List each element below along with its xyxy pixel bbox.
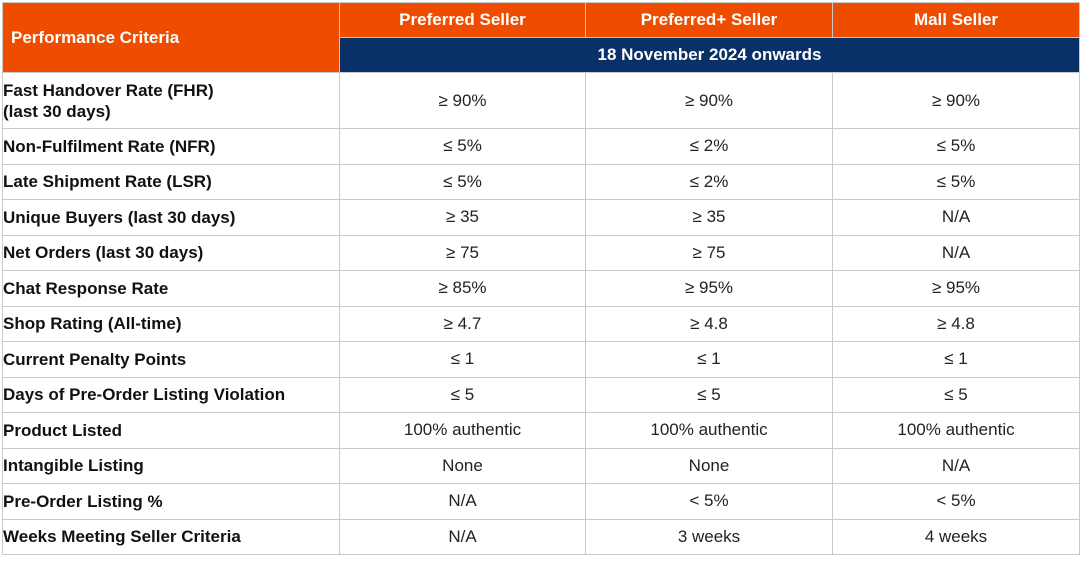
criterion-label: Days of Pre-Order Listing Violation xyxy=(2,376,340,413)
date-banner: 18 November 2024 onwards xyxy=(339,37,1080,73)
table-body: Fast Handover Rate (FHR) (last 30 days) ≥… xyxy=(2,72,1080,555)
preferred-plus-seller-value: ≥ 35 xyxy=(585,199,833,236)
table-row: Non-Fulfilment Rate (NFR) ≤ 5% ≤ 2% ≤ 5% xyxy=(2,128,1080,165)
header-performance-criteria: Performance Criteria xyxy=(2,2,340,73)
criterion-label: Shop Rating (All-time) xyxy=(2,305,340,342)
table-row: Intangible Listing None None N/A xyxy=(2,447,1080,484)
header-preferred-plus-seller: Preferred+ Seller xyxy=(585,2,833,38)
preferred-plus-seller-value: ≤ 2% xyxy=(585,163,833,200)
table-row: Unique Buyers (last 30 days) ≥ 35 ≥ 35 N/A xyxy=(2,199,1080,236)
mall-seller-value: < 5% xyxy=(832,483,1080,520)
table-row: Net Orders (last 30 days) ≥ 75 ≥ 75 N/A xyxy=(2,234,1080,271)
preferred-seller-value: ≥ 4.7 xyxy=(339,305,586,342)
preferred-plus-seller-value: ≥ 75 xyxy=(585,234,833,271)
mall-seller-value: N/A xyxy=(832,447,1080,484)
preferred-plus-seller-value: 100% authentic xyxy=(585,412,833,449)
preferred-seller-value: N/A xyxy=(339,518,586,555)
preferred-plus-seller-value: None xyxy=(585,447,833,484)
table-row: Pre-Order Listing % N/A < 5% < 5% xyxy=(2,483,1080,520)
preferred-plus-seller-value: ≤ 1 xyxy=(585,341,833,378)
mall-seller-value: 100% authentic xyxy=(832,412,1080,449)
criterion-label: Fast Handover Rate (FHR) (last 30 days) xyxy=(2,72,340,129)
mall-seller-value: N/A xyxy=(832,234,1080,271)
criterion-label: Net Orders (last 30 days) xyxy=(2,234,340,271)
mall-seller-value: ≤ 5 xyxy=(832,376,1080,413)
mall-seller-value: ≥ 4.8 xyxy=(832,305,1080,342)
preferred-seller-value: None xyxy=(339,447,586,484)
mall-seller-value: 4 weeks xyxy=(832,518,1080,555)
mall-seller-value: N/A xyxy=(832,199,1080,236)
preferred-seller-value: ≥ 35 xyxy=(339,199,586,236)
preferred-seller-value: ≥ 85% xyxy=(339,270,586,307)
preferred-plus-seller-value: < 5% xyxy=(585,483,833,520)
table-row: Weeks Meeting Seller Criteria N/A 3 weeks 4… xyxy=(2,518,1080,555)
preferred-seller-value: ≤ 1 xyxy=(339,341,586,378)
preferred-seller-value: ≤ 5% xyxy=(339,163,586,200)
preferred-plus-seller-value: ≤ 5 xyxy=(585,376,833,413)
table-header: Performance Criteria Preferred Seller Pr… xyxy=(2,2,1080,73)
preferred-seller-value: ≥ 75 xyxy=(339,234,586,271)
preferred-plus-seller-value: ≤ 2% xyxy=(585,128,833,165)
preferred-plus-seller-value: ≥ 4.8 xyxy=(585,305,833,342)
mall-seller-value: ≤ 5% xyxy=(832,163,1080,200)
criterion-label: Product Listed xyxy=(2,412,340,449)
criterion-label: Non-Fulfilment Rate (NFR) xyxy=(2,128,340,165)
criterion-label: Current Penalty Points xyxy=(2,341,340,378)
table-row: Current Penalty Points ≤ 1 ≤ 1 ≤ 1 xyxy=(2,341,1080,378)
table-row: Late Shipment Rate (LSR) ≤ 5% ≤ 2% ≤ 5% xyxy=(2,163,1080,200)
table-row: Chat Response Rate ≥ 85% ≥ 95% ≥ 95% xyxy=(2,270,1080,307)
preferred-seller-value: N/A xyxy=(339,483,586,520)
preferred-plus-seller-value: ≥ 95% xyxy=(585,270,833,307)
table-row: Fast Handover Rate (FHR) (last 30 days) ≥… xyxy=(2,72,1080,129)
table-row: Days of Pre-Order Listing Violation ≤ 5 ≤ … xyxy=(2,376,1080,413)
header-mall-seller: Mall Seller xyxy=(832,2,1080,38)
preferred-seller-value: ≤ 5 xyxy=(339,376,586,413)
mall-seller-value: ≥ 90% xyxy=(832,72,1080,129)
preferred-plus-seller-value: ≥ 90% xyxy=(585,72,833,129)
mall-seller-value: ≥ 95% xyxy=(832,270,1080,307)
criterion-label: Unique Buyers (last 30 days) xyxy=(2,199,340,236)
table-row: Shop Rating (All-time) ≥ 4.7 ≥ 4.8 ≥ 4.8 xyxy=(2,305,1080,342)
preferred-plus-seller-value: 3 weeks xyxy=(585,518,833,555)
criterion-label: Pre-Order Listing % xyxy=(2,483,340,520)
criterion-label: Intangible Listing xyxy=(2,447,340,484)
table-row: Product Listed 100% authentic 100% authent… xyxy=(2,412,1080,449)
mall-seller-value: ≤ 1 xyxy=(832,341,1080,378)
criterion-label: Late Shipment Rate (LSR) xyxy=(2,163,340,200)
header-preferred-seller: Preferred Seller xyxy=(339,2,586,38)
mall-seller-value: ≤ 5% xyxy=(832,128,1080,165)
criterion-label: Chat Response Rate xyxy=(2,270,340,307)
preferred-seller-value: 100% authentic xyxy=(339,412,586,449)
preferred-seller-value: ≥ 90% xyxy=(339,72,586,129)
preferred-seller-value: ≤ 5% xyxy=(339,128,586,165)
criterion-label: Weeks Meeting Seller Criteria xyxy=(2,518,340,555)
